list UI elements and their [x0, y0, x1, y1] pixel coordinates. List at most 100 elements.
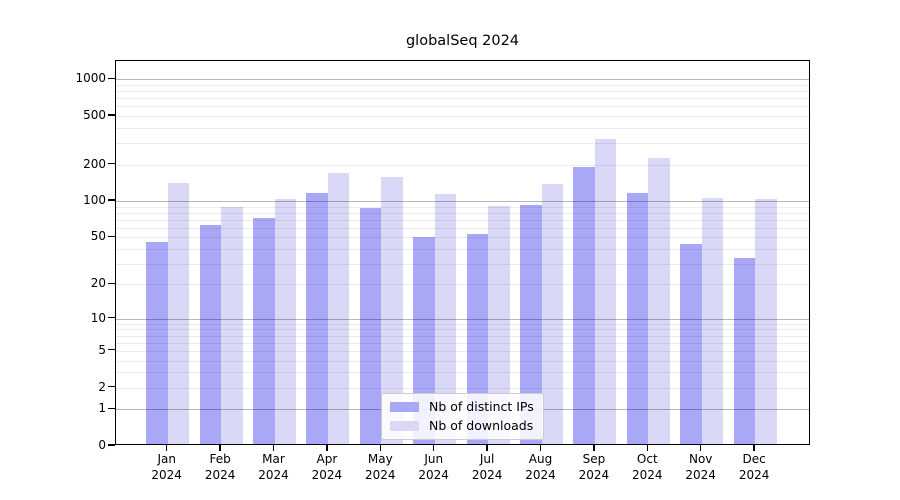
- legend-item-distinct-ips: Nb of distinct IPs: [390, 399, 534, 414]
- gridline-minor-800: [116, 91, 809, 93]
- bar-distinct-ips-nov: [680, 244, 702, 444]
- gridline-minor-40: [116, 248, 809, 250]
- x-tick-mark-oct: [646, 445, 648, 451]
- y-tick-label-200: 200: [83, 156, 106, 171]
- x-tick-year: 2024: [418, 467, 449, 482]
- y-tick-mark-10: [108, 317, 115, 319]
- legend-item-downloads: Nb of downloads: [390, 418, 534, 433]
- x-tick-year: 2024: [365, 467, 396, 482]
- x-tick-label-may: May 2024: [348, 452, 412, 483]
- x-tick-year: 2024: [471, 467, 503, 482]
- y-tick-label-500: 500: [83, 108, 106, 122]
- y-tick-label-20: 20: [90, 276, 106, 291]
- bar-distinct-ips-may: [359, 208, 382, 444]
- x-tick-label-jun: Jun 2024: [402, 452, 466, 483]
- x-tick-month: Dec: [742, 452, 766, 466]
- gridline-minor-20: [116, 284, 809, 286]
- y-tick-label-50: 50: [90, 229, 106, 244]
- gridline-minor-70: [116, 219, 809, 221]
- y-tick-label-10: 10: [90, 310, 106, 325]
- gridline-minor-8: [116, 329, 809, 331]
- gridline-minor-3: [116, 372, 809, 374]
- y-tick-label-5: 5: [98, 342, 106, 357]
- bar-distinct-ips-feb: [199, 224, 222, 444]
- x-tick-label-jan: Jan 2024: [135, 452, 199, 483]
- gridline-minor-80: [116, 212, 809, 214]
- x-tick-month: Mar: [262, 452, 285, 466]
- x-tick-year: 2024: [258, 467, 289, 482]
- legend-swatch-distinct-ips: [390, 401, 419, 412]
- x-tick-month: Aug: [528, 452, 553, 466]
- y-tick-mark-0: [108, 444, 115, 446]
- x-tick-month: Oct: [636, 452, 658, 466]
- x-tick-mark-jan: [166, 445, 168, 451]
- x-tick-mark-apr: [326, 445, 328, 451]
- x-tick-year: 2024: [578, 467, 610, 482]
- x-tick-year: 2024: [204, 467, 236, 482]
- x-tick-mark-aug: [539, 445, 542, 451]
- bar-distinct-ips-dec: [733, 258, 756, 444]
- x-tick-mark-jun: [433, 445, 435, 451]
- gridline-minor-7: [116, 335, 809, 337]
- x-tick-year: 2024: [311, 467, 343, 482]
- gridline-minor-500: [116, 116, 809, 117]
- gridline-minor-300: [116, 143, 809, 145]
- gridline-minor-2: [116, 387, 809, 389]
- x-tick-label-jul: Jul 2024: [455, 452, 519, 483]
- y-tick-mark-100: [108, 199, 115, 201]
- x-tick-month: Jun: [424, 452, 444, 466]
- gridline-minor-30: [116, 263, 809, 265]
- bar-downloads-aug: [541, 184, 563, 444]
- x-tick-label-aug: Aug 2024: [509, 452, 573, 483]
- y-tick-label-0: 0: [98, 438, 106, 452]
- gridline-minor-4: [116, 360, 809, 362]
- plot-area: Nb of distinct IPs Nb of downloads: [115, 60, 810, 445]
- bar-downloads-dec: [755, 199, 777, 444]
- x-tick-year: 2024: [525, 467, 556, 482]
- y-tick-mark-500: [108, 114, 115, 116]
- gridline-minor-900: [116, 84, 809, 86]
- gridline-minor-5: [116, 350, 809, 352]
- bar-distinct-ips-sep: [573, 166, 595, 444]
- bar-distinct-ips-apr: [306, 193, 328, 444]
- y-tick-mark-1: [108, 407, 115, 409]
- gridline-major-100: [116, 201, 809, 202]
- x-tick-month: Nov: [688, 452, 713, 466]
- x-tick-label-sep: Sep 2024: [562, 452, 626, 483]
- gridline-minor-200: [116, 164, 809, 166]
- y-tick-mark-1000: [108, 77, 115, 79]
- x-tick-mark-jul: [486, 445, 488, 451]
- legend-swatch-downloads: [390, 420, 419, 431]
- y-tick-mark-5: [108, 349, 115, 351]
- x-tick-mark-feb: [219, 445, 221, 451]
- bar-downloads-nov: [701, 198, 724, 444]
- grid-layer: [116, 61, 809, 444]
- x-tick-label-nov: Nov 2024: [669, 452, 733, 483]
- x-tick-mark-sep: [593, 445, 595, 451]
- y-tick-mark-20: [108, 282, 115, 285]
- gridline-major-10: [116, 318, 809, 320]
- x-tick-mark-may: [379, 445, 381, 451]
- x-tick-month: Jul: [479, 452, 495, 466]
- gridline-minor-9: [116, 323, 809, 325]
- bar-downloads-oct: [648, 158, 670, 444]
- bar-downloads-apr: [327, 172, 350, 444]
- x-tick-mark-dec: [753, 445, 755, 451]
- y-tick-mark-50: [108, 235, 115, 237]
- x-tick-month: Jan: [157, 452, 176, 466]
- gridline-minor-90: [116, 206, 809, 208]
- y-tick-label-2: 2: [98, 379, 106, 394]
- x-tick-year: 2024: [632, 467, 663, 482]
- x-tick-year: 2024: [151, 467, 182, 482]
- x-tick-month: Sep: [582, 452, 606, 466]
- x-tick-mark-mar: [272, 445, 275, 451]
- x-tick-label-dec: Dec 2024: [722, 452, 786, 483]
- bar-downloads-jan: [167, 182, 190, 444]
- gridline-minor-50: [116, 237, 809, 239]
- gridline-minor-400: [116, 127, 809, 129]
- gridline-minor-6: [116, 342, 809, 344]
- x-tick-label-apr: Apr 2024: [295, 452, 359, 483]
- x-tick-label-feb: Feb 2024: [188, 452, 252, 483]
- legend-label-distinct-ips: Nb of distinct IPs: [429, 399, 534, 414]
